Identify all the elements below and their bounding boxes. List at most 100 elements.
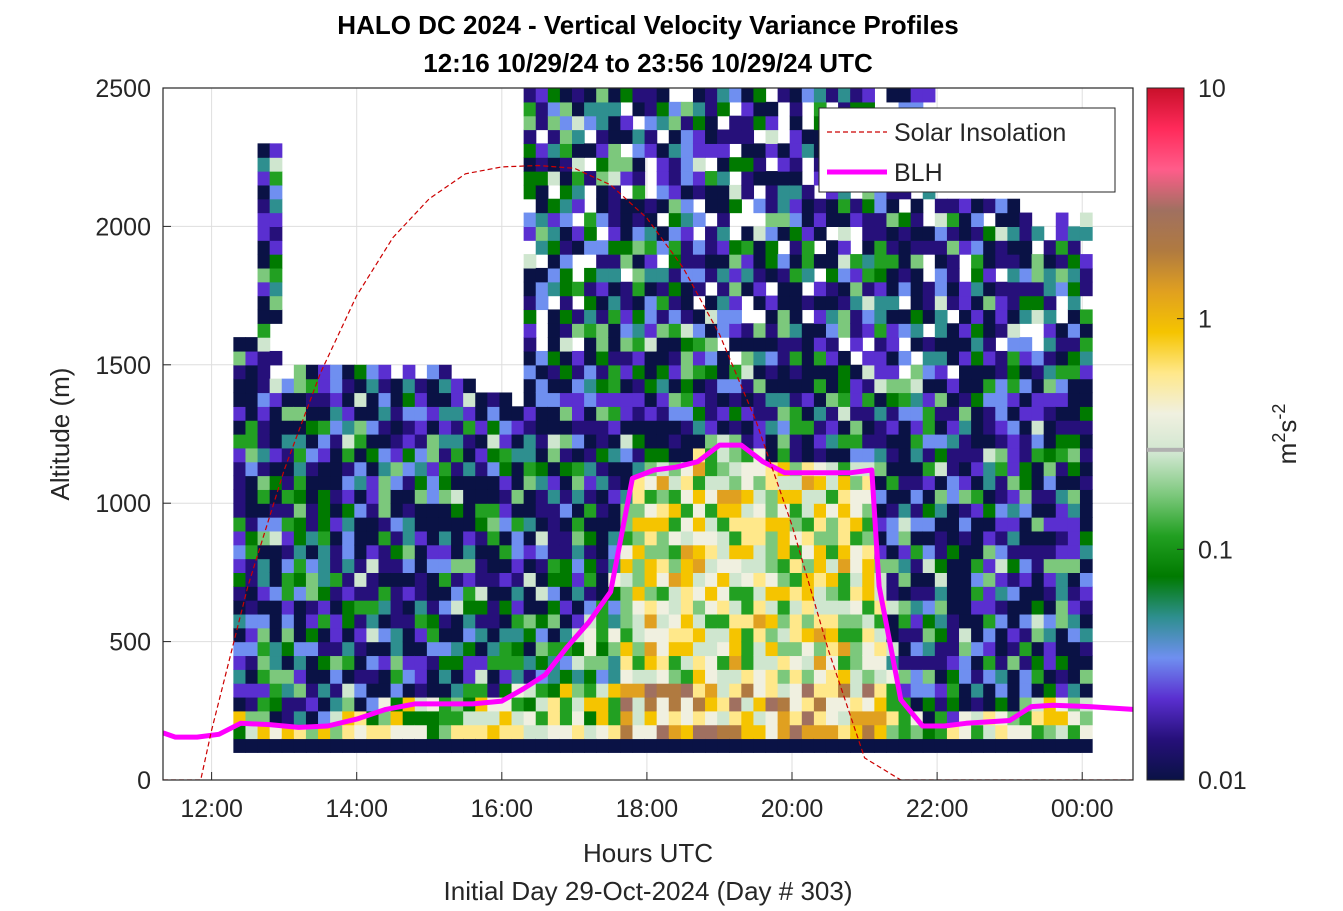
heatmap-cell xyxy=(959,420,972,435)
heatmap-cell xyxy=(1031,378,1045,394)
heatmap-cell xyxy=(463,600,476,615)
heatmap-cell xyxy=(438,517,452,532)
heatmap-cell xyxy=(874,696,888,712)
heatmap-cell xyxy=(463,530,476,546)
heatmap-cell xyxy=(765,683,779,698)
heatmap-cell xyxy=(511,475,525,490)
heatmap-cell xyxy=(438,378,452,394)
heatmap-cell xyxy=(499,392,513,407)
heatmap-cell xyxy=(1019,240,1033,255)
heatmap-cell xyxy=(390,503,404,518)
heatmap-cell xyxy=(741,613,755,629)
heatmap-cell xyxy=(777,254,791,269)
heatmap-cell xyxy=(777,503,791,518)
heatmap-cell xyxy=(801,683,815,698)
heatmap-cell xyxy=(934,613,948,629)
heatmap-cell xyxy=(487,544,501,560)
heatmap-cell xyxy=(1079,558,1093,573)
heatmap-cell xyxy=(971,489,984,504)
heatmap-cell xyxy=(523,171,537,186)
heatmap-cell xyxy=(559,392,573,407)
heatmap-cell xyxy=(257,530,271,546)
heatmap-cell xyxy=(366,586,380,601)
heatmap-cell xyxy=(777,530,791,546)
heatmap-cell xyxy=(523,461,537,477)
heatmap-cell xyxy=(910,489,924,504)
heatmap-cell xyxy=(692,267,706,283)
heatmap-cell xyxy=(765,613,779,629)
heatmap-cell xyxy=(789,586,803,601)
heatmap-cell xyxy=(245,683,259,698)
heatmap-cell xyxy=(426,503,440,518)
heatmap-cell xyxy=(596,157,609,172)
heatmap-cell xyxy=(692,696,706,712)
heatmap-cell xyxy=(366,503,380,518)
heatmap-cell xyxy=(838,392,851,407)
heatmap-cell xyxy=(850,724,863,740)
heatmap-cell xyxy=(934,254,948,269)
heatmap-cell xyxy=(414,475,428,490)
heatmap-cell xyxy=(281,530,295,546)
heatmap-cell xyxy=(717,101,730,117)
heatmap-cell xyxy=(305,558,319,573)
heatmap-cell xyxy=(559,696,573,712)
heatmap-cell xyxy=(1019,586,1033,601)
heatmap-cell xyxy=(257,226,271,241)
heatmap-cell xyxy=(523,600,537,615)
heatmap-cell xyxy=(971,364,984,380)
heatmap-cell xyxy=(330,724,343,740)
heatmap-cell xyxy=(620,406,634,421)
heatmap-cell xyxy=(487,627,501,643)
heatmap-cell xyxy=(729,157,742,172)
heatmap-cell xyxy=(656,226,670,241)
heatmap-cell xyxy=(354,724,368,740)
heatmap-cell xyxy=(886,738,900,753)
heatmap-cell xyxy=(765,447,779,463)
heatmap-cell xyxy=(535,724,549,740)
heatmap-cell xyxy=(245,434,259,449)
heatmap-cell xyxy=(378,683,392,698)
heatmap-cell xyxy=(946,378,960,394)
heatmap-cell xyxy=(656,669,670,684)
heatmap-cell xyxy=(983,198,996,214)
heatmap-cell xyxy=(668,613,682,629)
heatmap-cell xyxy=(717,406,730,421)
heatmap-cell xyxy=(596,461,609,477)
heatmap-cell xyxy=(801,240,815,255)
heatmap-cell xyxy=(801,696,815,712)
heatmap-cell xyxy=(729,503,742,518)
heatmap-cell xyxy=(898,655,912,670)
heatmap-cell xyxy=(281,406,295,421)
heatmap-cell xyxy=(789,184,803,200)
heatmap-cell xyxy=(753,364,767,380)
heatmap-cell xyxy=(475,434,488,449)
heatmap-cell xyxy=(934,627,948,643)
heatmap-cell xyxy=(257,434,271,449)
heatmap-cell xyxy=(620,669,634,684)
heatmap-cell xyxy=(245,600,259,615)
heatmap-cell xyxy=(547,323,561,338)
heatmap-cell xyxy=(753,627,767,643)
heatmap-cell xyxy=(862,434,875,449)
heatmap-cell xyxy=(741,226,755,241)
heatmap-cell xyxy=(741,337,755,352)
heatmap-cell xyxy=(426,447,440,463)
heatmap-cell xyxy=(354,586,368,601)
heatmap-cell xyxy=(366,696,380,712)
heatmap-cell xyxy=(850,613,863,629)
heatmap-cell xyxy=(572,309,585,324)
heatmap-cell xyxy=(656,434,670,449)
heatmap-cell xyxy=(233,364,247,380)
heatmap-cell xyxy=(1079,503,1093,518)
heatmap-cell xyxy=(789,254,803,269)
heatmap-cell xyxy=(934,517,948,532)
heatmap-cell xyxy=(632,558,646,573)
heatmap-cell xyxy=(995,489,1009,504)
heatmap-cell xyxy=(644,572,658,587)
heatmap-cell xyxy=(632,88,646,103)
heatmap-cell xyxy=(644,337,658,352)
heatmap-cell xyxy=(426,364,440,380)
heatmap-cell xyxy=(426,600,440,615)
heatmap-cell xyxy=(910,683,924,698)
heatmap-cell xyxy=(1055,475,1069,490)
